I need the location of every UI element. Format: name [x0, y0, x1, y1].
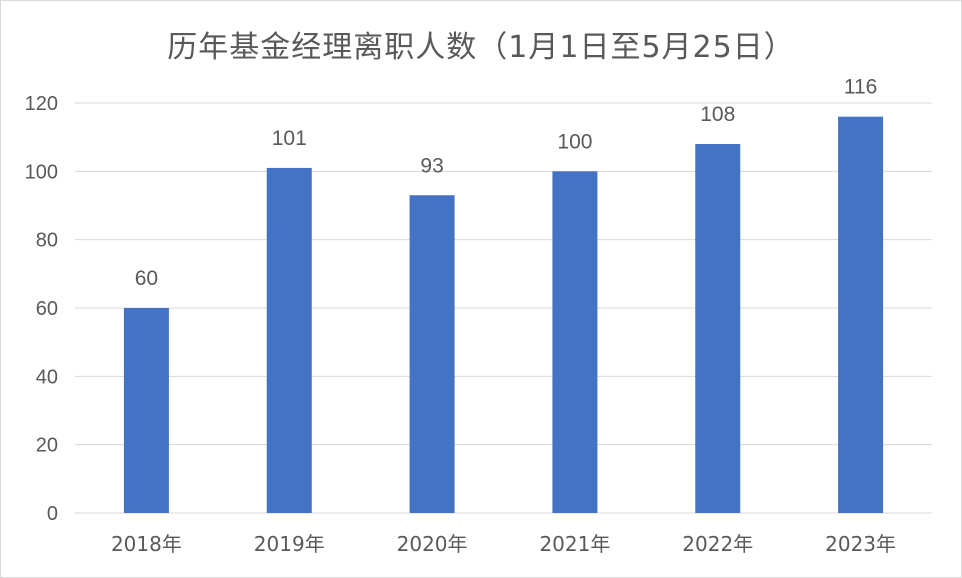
y-tick-label: 100	[25, 161, 58, 183]
y-tick-label: 80	[36, 230, 58, 252]
data-labels: 60 101 93 100 108 116	[135, 76, 878, 290]
bar	[266, 167, 312, 513]
chart-title: 历年基金经理离职人数（1月1日至5月25日）	[167, 30, 795, 65]
data-label: 101	[272, 127, 307, 150]
bar	[409, 195, 455, 513]
data-label: 108	[700, 103, 735, 126]
x-category-label: 2023年	[825, 532, 896, 556]
y-tick-label: 60	[36, 298, 58, 320]
data-label: 60	[135, 267, 158, 290]
data-label: 100	[557, 130, 592, 153]
y-tick-label: 20	[36, 435, 58, 457]
x-category-label: 2022年	[682, 532, 753, 556]
x-category-label: 2018年	[111, 532, 182, 556]
y-tick-label: 40	[36, 366, 58, 388]
bar	[123, 308, 169, 513]
bars	[123, 116, 884, 514]
y-tick-label: 120	[25, 93, 58, 115]
y-axis-ticks: 0 20 40 60 80 100 120	[25, 93, 58, 525]
y-tick-label: 0	[47, 503, 58, 525]
bar	[838, 116, 884, 514]
data-label: 116	[844, 76, 877, 99]
x-category-label: 2021年	[539, 532, 610, 556]
x-axis-labels: 2018年 2019年 2020年 2021年 2022年 2023年	[111, 532, 896, 556]
data-label: 93	[420, 154, 443, 177]
bar	[552, 171, 598, 514]
x-category-label: 2020年	[397, 532, 468, 556]
x-category-label: 2019年	[254, 532, 325, 556]
gridlines	[75, 102, 932, 514]
bar	[695, 144, 741, 513]
